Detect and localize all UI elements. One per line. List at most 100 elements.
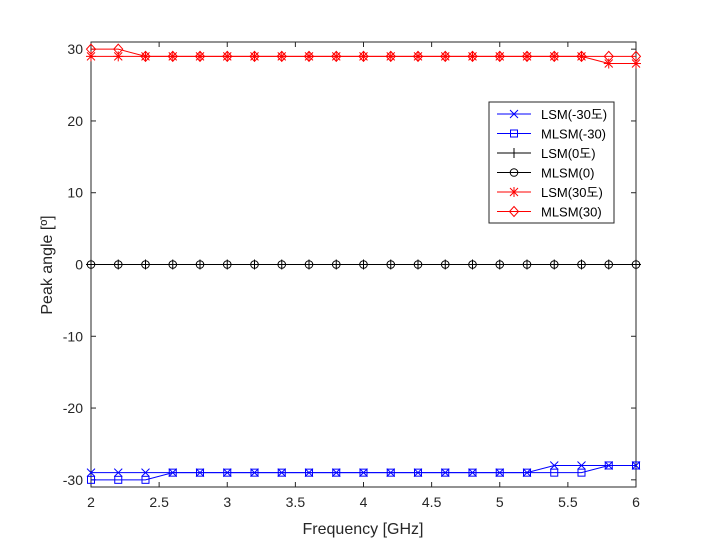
data-point [277,468,286,477]
data-point [386,468,395,477]
legend-item: LSM(-30도) [497,107,607,122]
data-point [86,260,96,269]
data-point [577,260,586,269]
legend-item: LSM(30도) [497,185,603,200]
legend-marker [509,109,519,119]
data-point [495,260,505,269]
data-point [631,58,641,69]
data-point [331,50,342,63]
x-tick-label: 2.5 [149,494,169,510]
x-tick-label: 4.5 [422,494,442,510]
series-3 [86,260,641,269]
legend-item: LSM(0도) [497,146,596,161]
data-point [603,50,614,63]
series-layer [85,43,642,484]
data-point [304,260,314,269]
data-point [113,51,124,62]
legend: LSM(-30도) MLSM(-30) LSM(0도) MLSM(0) LSM(30도)… [488,101,615,224]
legend-item: MLSM(0) [497,166,594,181]
x-tick-label: 2 [87,494,95,510]
data-point [140,50,151,63]
y-axis-label: Peak angle [º] [39,215,56,314]
y-tick-label: -30 [63,472,83,488]
data-point [468,260,477,269]
data-point [250,260,259,269]
data-point [386,260,396,269]
data-point [168,260,178,269]
data-point [305,468,313,477]
data-point [414,468,422,477]
data-point [577,468,586,477]
data-point [440,50,451,63]
data-point [385,50,396,63]
y-tick-label: -10 [63,328,83,344]
legend-marker [509,148,519,158]
data-point [250,468,259,477]
data-point [113,43,124,55]
legend-item: MLSM(-30) [497,127,606,142]
data-point [413,260,423,269]
legend-label: MLSM(0) [541,166,594,181]
series-1 [87,461,640,484]
legend-label: LSM(30도) [541,185,603,200]
data-point [358,50,369,63]
data-point [412,50,424,63]
data-point [632,461,640,470]
series-line [91,464,636,481]
data-point [549,260,559,269]
data-point [85,43,97,55]
data-point [549,461,559,470]
data-point [521,50,533,63]
data-point [440,260,450,269]
data-point [359,260,368,269]
data-point [303,50,315,63]
data-point [113,260,123,269]
x-tick-label: 3.5 [286,494,306,510]
data-point [332,468,341,477]
x-tick-label: 5 [496,494,504,510]
data-point [630,50,642,63]
data-point [222,260,232,269]
x-tick-label: 5.5 [558,494,578,510]
data-point [194,50,206,63]
data-point [576,50,587,63]
data-point [86,51,96,62]
data-point [495,468,504,477]
x-tick-label: 3 [223,494,231,510]
data-point [331,260,341,269]
data-point [113,468,123,477]
data-point [141,468,150,477]
data-point [249,50,260,63]
data-point [494,50,505,63]
data-point [359,468,368,477]
x-tick-label: 6 [632,494,640,510]
y-tick-label: 0 [75,257,83,273]
data-point [522,260,532,269]
legend-label: MLSM(-30) [541,127,606,142]
legend-box [488,101,615,224]
data-point [468,468,477,477]
data-point [523,468,531,477]
data-point [87,475,95,484]
data-point [168,468,177,477]
legend-marker [508,205,520,218]
data-point [604,461,613,470]
data-point [603,58,614,69]
data-point [114,475,123,484]
data-point [577,461,586,470]
data-point [550,468,559,477]
data-point [549,50,560,63]
data-point [222,50,233,63]
data-point [631,260,641,269]
legend-label: LSM(0도) [541,146,596,161]
data-point [141,260,150,269]
data-point [604,260,614,269]
y-tick-label: 30 [67,41,83,57]
legend-label: LSM(-30도) [541,107,607,122]
legend-marker [509,187,519,197]
legend-marker [510,129,518,138]
legend-item: MLSM(30) [497,205,602,220]
data-point [196,468,204,477]
data-point [467,50,478,63]
